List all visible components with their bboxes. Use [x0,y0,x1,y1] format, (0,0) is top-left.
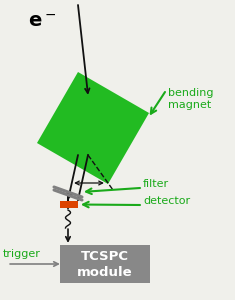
Text: filter: filter [143,179,169,189]
Bar [60,201,78,208]
Bar [60,245,150,283]
Text: TCSPC
module: TCSPC module [77,250,133,278]
Text: trigger: trigger [3,249,41,259]
Text: $\mathbf{e}^-$: $\mathbf{e}^-$ [28,13,56,31]
Bar [37,72,149,184]
Text: bending
magnet: bending magnet [168,88,214,110]
Text: detector: detector [143,196,190,206]
